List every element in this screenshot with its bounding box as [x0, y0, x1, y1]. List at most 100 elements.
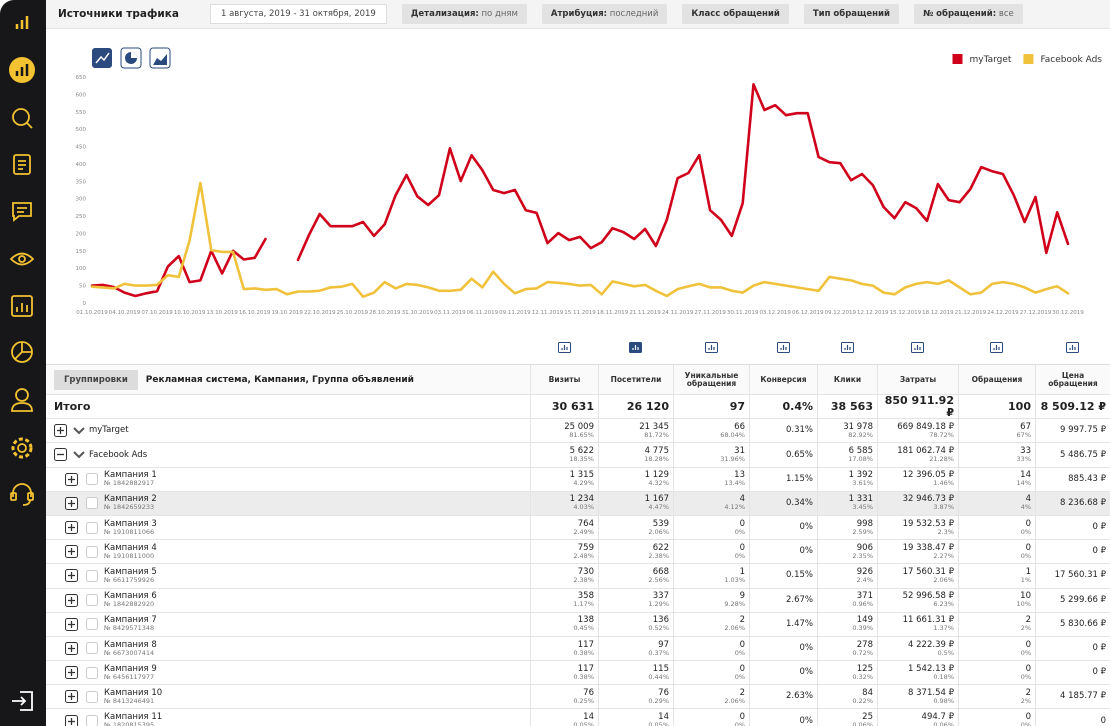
column-header[interactable]: Уникальные обращения — [673, 365, 749, 394]
expand-button[interactable] — [65, 714, 78, 726]
filter-button[interactable]: Детализация: по дням — [401, 4, 527, 24]
checkbox[interactable] — [86, 690, 98, 703]
row-number: № 1842882917 — [104, 479, 155, 488]
row-title: Кампания 3 — [104, 518, 157, 529]
column-header[interactable]: Клики — [817, 365, 877, 394]
cell: 998 2.59% — [817, 515, 877, 540]
campaign-row[interactable]: Кампания 2 № 1842659233 1 234 4.03% 1 167 4.4… — [46, 491, 1110, 516]
campaign-row[interactable]: Кампания 10 № 8413246491 76 0.25% 76 0.29% 2 2.… — [46, 685, 1110, 710]
column-header[interactable]: Конверсия — [749, 365, 817, 394]
group-row[interactable]: Facebook Ads 5 622 18.35% 4 775 18.28% 31 31.9… — [46, 443, 1110, 468]
expand-button[interactable] — [65, 521, 78, 535]
nav-logout[interactable] — [12, 691, 33, 711]
campaign-row[interactable]: Кампания 3 № 1910811066 764 2.49% 539 2.06% 0 0… — [46, 515, 1110, 541]
chart-toggle[interactable] — [673, 342, 749, 353]
row-controls — [65, 496, 104, 510]
expand-button[interactable] — [65, 690, 78, 704]
cell-value: 0 — [739, 712, 745, 723]
nav-profile[interactable] — [11, 388, 33, 412]
nav-settings[interactable] — [11, 437, 33, 459]
row-title: Кампания 11 — [104, 712, 163, 723]
page-title: Источники трафика — [58, 8, 179, 20]
cell-value: 9 — [739, 591, 745, 602]
y-tick-label: 500 — [76, 127, 87, 133]
cell: 1 234 4.03% — [530, 491, 598, 515]
x-tick-label: 22.10.2019 — [304, 310, 336, 316]
expand-button[interactable] — [65, 472, 78, 486]
nav-pie[interactable] — [11, 341, 33, 363]
filter-button[interactable]: Атрибуция: последний — [541, 4, 668, 24]
cell-share: 67% — [1016, 430, 1031, 439]
cell-value: 32 946.73 ₽ — [902, 494, 954, 505]
legend-label: Facebook Ads — [1040, 55, 1102, 65]
expand-button[interactable] — [65, 641, 78, 655]
chart-toggle[interactable] — [1035, 342, 1110, 353]
campaign-row[interactable]: Кампания 6 № 1842882920 358 1.17% 337 1.29% 9 9… — [46, 588, 1110, 613]
cell: 1 129 4.32% — [598, 467, 673, 491]
cell-value: 0 — [1025, 712, 1031, 723]
expand-button[interactable] — [65, 545, 78, 559]
filter-button[interactable]: Тип обращений — [803, 4, 899, 24]
campaign-row[interactable]: Кампания 5 № 6611759926 730 2.38% 668 2.56% 1 1… — [46, 564, 1110, 589]
cell-value: 0 ₽ — [1092, 667, 1106, 678]
cell-share: 2.38% — [573, 575, 594, 584]
chart-toggle[interactable] — [817, 342, 877, 353]
checkbox[interactable] — [86, 521, 98, 534]
checkbox[interactable] — [86, 666, 98, 679]
campaign-row[interactable]: Кампания 9 № 6456117977 117 0.38% 115 0.44% 0 0… — [46, 661, 1110, 686]
chart-toggle[interactable] — [958, 342, 1035, 353]
collapse-button[interactable] — [54, 448, 67, 462]
chart-toggle[interactable] — [530, 342, 598, 353]
grouping-button[interactable]: Группировки — [54, 369, 138, 390]
chart-toggle[interactable] — [598, 342, 673, 353]
expand-button[interactable] — [65, 666, 78, 680]
cell-value: 885.43 ₽ — [1068, 473, 1106, 484]
cell: 11 661.31 ₽1.37% — [877, 612, 958, 636]
chart-toggle[interactable] — [877, 342, 958, 353]
column-header[interactable]: Затраты — [877, 365, 958, 394]
date-range[interactable]: 1 августа, 2019 - 31 октября, 2019 — [209, 4, 387, 24]
checkbox[interactable] — [86, 642, 98, 655]
nav-search[interactable] — [12, 108, 33, 129]
cell-value: 84 — [862, 687, 873, 698]
expand-button[interactable] — [65, 617, 78, 631]
cell: 181 062.74 ₽21.28% — [877, 443, 958, 467]
expand-button[interactable] — [54, 424, 67, 438]
nav-reports[interactable] — [13, 154, 31, 175]
cell-value: 4 — [1025, 494, 1031, 505]
row-name: Кампания 9 № 6456117977 — [104, 664, 157, 681]
filter-label: Атрибуция: — [550, 9, 608, 19]
x-tick-label: 18.11.2019 — [597, 310, 629, 316]
column-header[interactable]: Обращения — [958, 365, 1035, 394]
campaign-row[interactable]: Кампания 1 № 1842882917 1 315 4.29% 1 129 4.3… — [46, 467, 1110, 492]
checkbox[interactable] — [86, 715, 98, 726]
nav-stats[interactable] — [11, 295, 33, 317]
nav-support[interactable] — [10, 483, 34, 506]
expand-button[interactable] — [65, 593, 78, 607]
campaign-row[interactable]: Кампания 8 № 6673007414 117 0.38% 97 0.37% 0 0%… — [46, 636, 1110, 662]
expand-button[interactable] — [65, 569, 78, 583]
nav-views[interactable] — [9, 252, 35, 266]
nav-messages[interactable] — [12, 202, 32, 222]
filter-button[interactable]: Класс обращений — [682, 4, 789, 24]
column-header[interactable]: Визиты — [530, 365, 598, 394]
expand-button[interactable] — [65, 496, 78, 510]
campaign-row[interactable]: Кампания 11 № 1820815395 14 0.05% 14 0.05% 0 0%… — [46, 709, 1110, 726]
checkbox[interactable] — [86, 497, 98, 510]
x-tick-label: 27.12.2019 — [1020, 310, 1052, 316]
campaign-row[interactable]: Кампания 7 № 8429571348 138 0.45% 136 0.52% 2 2… — [46, 612, 1110, 637]
column-header[interactable]: Посетители — [598, 365, 673, 394]
cell: 0 ₽ — [1035, 661, 1110, 685]
name-cell: Кампания 8 № 6673007414 — [46, 637, 530, 660]
group-row[interactable]: myTarget 25 009 81.65% 21 345 81.72% 66 68.04%… — [46, 419, 1110, 444]
checkbox[interactable] — [86, 473, 98, 486]
checkbox[interactable] — [86, 569, 98, 582]
column-header[interactable]: Цена обращения — [1035, 365, 1110, 394]
chart-toggle[interactable] — [749, 342, 817, 353]
campaign-row[interactable]: Кампания 4 № 1910811000 759 2.48% 622 2.38% 0 0… — [46, 540, 1110, 565]
filter-button[interactable]: № обращений: все — [913, 4, 1023, 24]
cell: 622 2.38% — [598, 540, 673, 564]
checkbox[interactable] — [86, 618, 98, 631]
checkbox[interactable] — [86, 545, 98, 558]
checkbox[interactable] — [86, 594, 98, 607]
